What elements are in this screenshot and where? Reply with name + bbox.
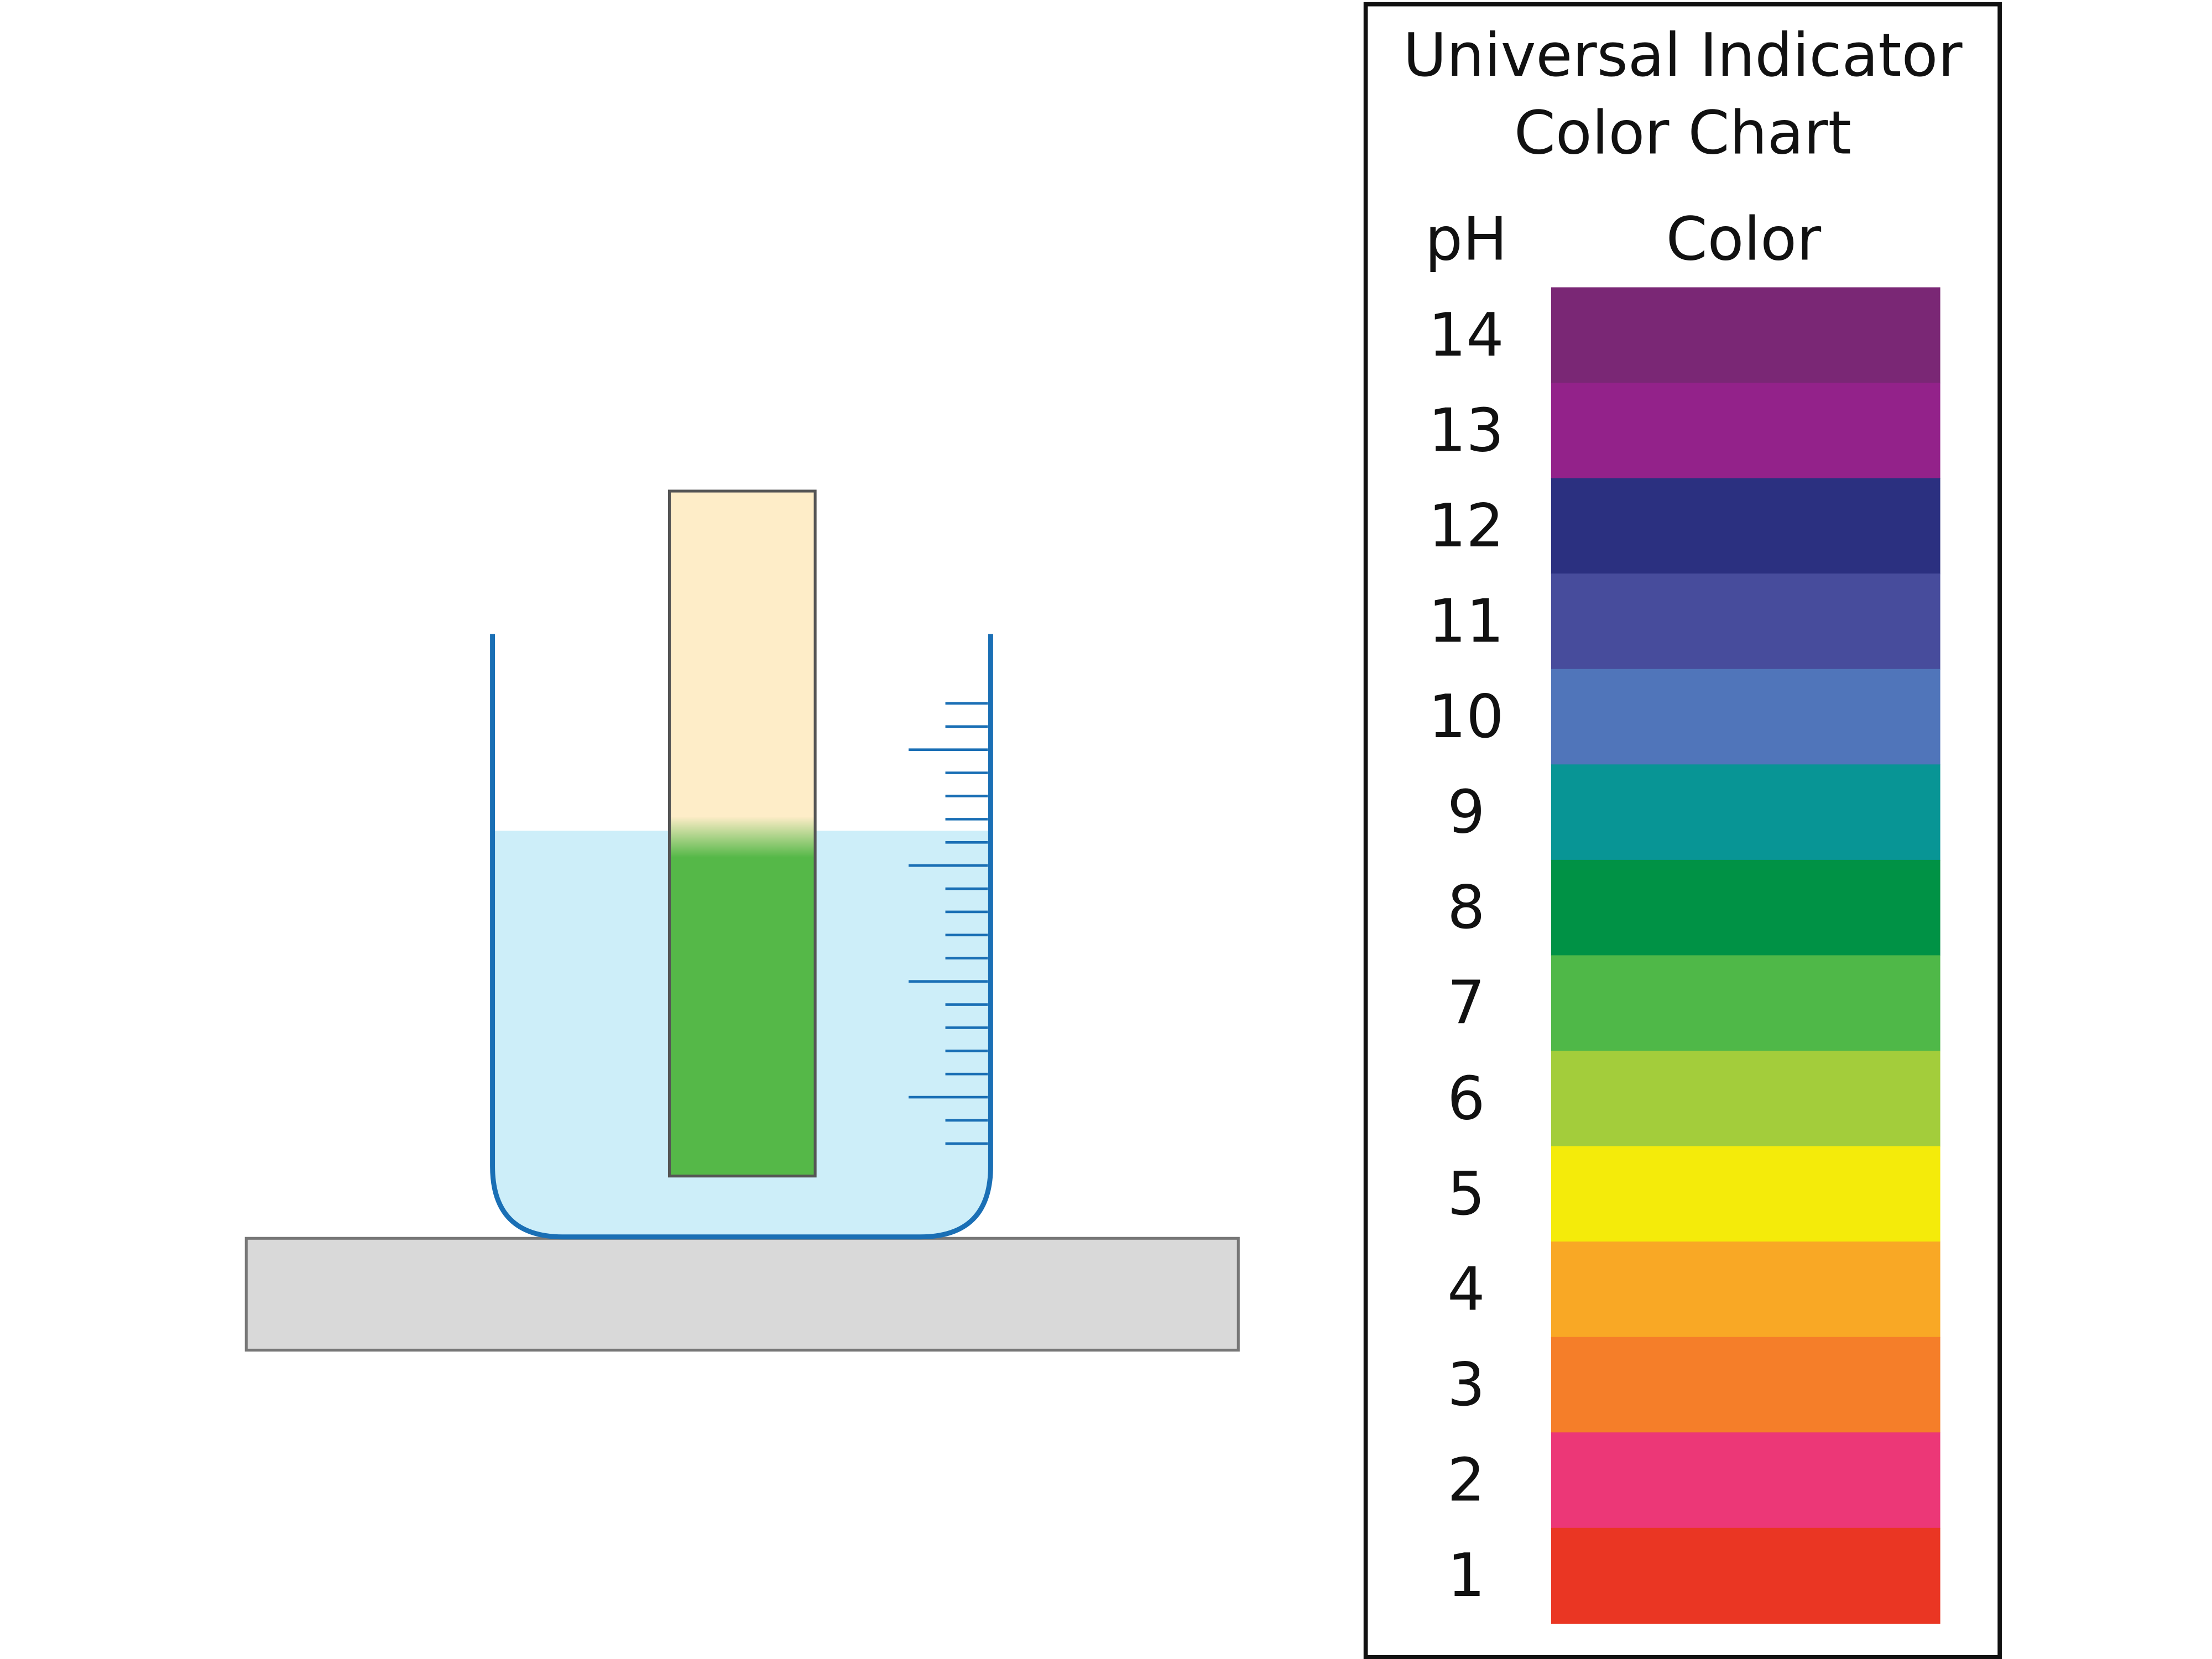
- color-swatch: [1551, 669, 1940, 765]
- ph-label: 13: [1428, 396, 1504, 465]
- color-swatch: [1551, 1337, 1940, 1433]
- ph-label: 6: [1447, 1064, 1485, 1133]
- title-line: Color Chart: [1514, 99, 1851, 168]
- color-swatch: [1551, 383, 1940, 479]
- color-swatch: [1551, 287, 1940, 384]
- ph-label: 3: [1447, 1350, 1485, 1420]
- color-swatch: [1551, 1432, 1940, 1529]
- ph-label: 2: [1447, 1446, 1485, 1515]
- ph-label: 4: [1447, 1255, 1485, 1324]
- color-swatch: [1551, 859, 1940, 956]
- ph-label: 12: [1428, 492, 1504, 561]
- color-swatch: [1551, 955, 1940, 1052]
- ph-label: 5: [1447, 1160, 1485, 1229]
- color-swatch: [1551, 1527, 1940, 1624]
- color-swatch: [1551, 1051, 1940, 1147]
- ph-label: 8: [1447, 873, 1485, 942]
- ph-label: 10: [1428, 682, 1504, 752]
- color-swatch: [1551, 764, 1940, 861]
- color-swatch: [1551, 1146, 1940, 1243]
- ph-label: 9: [1447, 778, 1485, 847]
- ph-label: 1: [1447, 1541, 1485, 1610]
- color-swatch: [1551, 478, 1940, 575]
- indicator-strip: [667, 489, 817, 1178]
- ph-label: 11: [1428, 587, 1504, 656]
- color-swatch: [1551, 1241, 1940, 1338]
- title-line: Universal Indicator: [1403, 21, 1963, 90]
- column-header: pH: [1425, 205, 1507, 274]
- chart-frame: [1363, 2, 2002, 1659]
- beaker-scene: [244, 489, 1240, 1352]
- bench: [244, 1237, 1240, 1352]
- column-header: Color: [1666, 205, 1822, 274]
- ph-label: 7: [1447, 969, 1485, 1038]
- color-swatch: [1551, 573, 1940, 670]
- beaker: [490, 634, 993, 1240]
- ph-label: 14: [1428, 301, 1504, 370]
